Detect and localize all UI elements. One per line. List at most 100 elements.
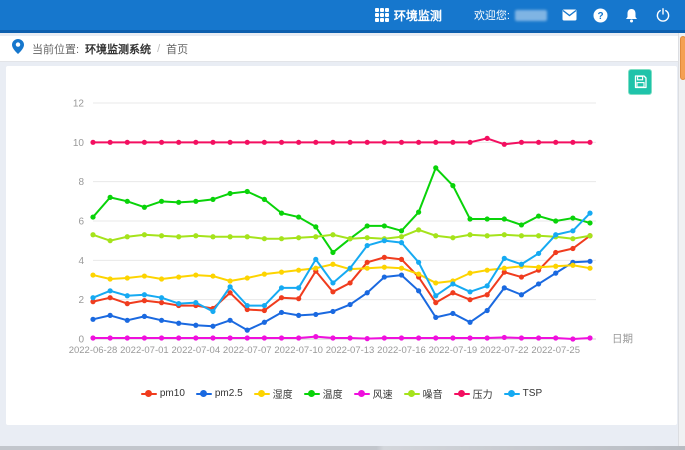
series-pm2.5-point[interactable] [536,281,541,286]
mail-icon[interactable] [561,7,578,24]
series-湿度-point[interactable] [142,273,147,278]
series-风速-point[interactable] [125,335,130,340]
series-风速-point[interactable] [108,335,113,340]
power-icon[interactable] [654,7,671,24]
series-温度-point[interactable] [570,215,575,220]
series-压力-point[interactable] [467,140,472,145]
legend-item-压力[interactable]: 压力 [454,386,493,401]
series-温度-point[interactable] [485,216,490,221]
series-TSP-point[interactable] [450,281,455,286]
series-风速-point[interactable] [347,335,352,340]
series-风速-point[interactable] [536,335,541,340]
series-pm2.5-point[interactable] [245,328,250,333]
series-TSP-point[interactable] [125,293,130,298]
series-风速-point[interactable] [313,334,318,339]
series-湿度-point[interactable] [228,278,233,283]
series-温度-point[interactable] [296,214,301,219]
series-温度-point[interactable] [587,220,592,225]
series-压力-point[interactable] [587,140,592,145]
series-pm2.5-point[interactable] [519,292,524,297]
legend-item-噪音[interactable]: 噪音 [404,386,443,401]
series-TSP-point[interactable] [536,251,541,256]
series-风速-point[interactable] [553,335,558,340]
series-湿度-point[interactable] [176,274,181,279]
series-pm2.5-point[interactable] [159,318,164,323]
series-噪音-point[interactable] [365,235,370,240]
series-TSP-point[interactable] [399,240,404,245]
series-pm10-point[interactable] [330,289,335,294]
series-风速-point[interactable] [142,335,147,340]
series-温度-point[interactable] [330,250,335,255]
series-噪音-point[interactable] [536,233,541,238]
series-压力-point[interactable] [399,140,404,145]
series-风速-point[interactable] [193,335,198,340]
series-压力-point[interactable] [125,140,130,145]
series-TSP-point[interactable] [330,280,335,285]
series-TSP-point[interactable] [296,285,301,290]
legend-item-pm10[interactable]: pm10 [141,388,185,399]
series-pm10-point[interactable] [450,290,455,295]
series-温度-point[interactable] [519,222,524,227]
series-压力-point[interactable] [553,140,558,145]
series-压力-point[interactable] [108,140,113,145]
breadcrumb-app-link[interactable]: 环境监测系统 [85,41,151,57]
legend-item-pm2.5[interactable]: pm2.5 [196,388,243,399]
series-pm2.5-point[interactable] [193,323,198,328]
series-湿度-point[interactable] [125,275,130,280]
series-噪音-point[interactable] [262,236,267,241]
series-噪音-point[interactable] [142,232,147,237]
series-风速-point[interactable] [245,335,250,340]
series-噪音-point[interactable] [399,234,404,239]
series-TSP-point[interactable] [587,211,592,216]
series-湿度-point[interactable] [502,266,507,271]
series-TSP-point[interactable] [176,301,181,306]
series-湿度-point[interactable] [416,272,421,277]
series-pm2.5-point[interactable] [176,321,181,326]
series-压力-point[interactable] [536,140,541,145]
series-压力-point[interactable] [365,140,370,145]
series-TSP-point[interactable] [313,257,318,262]
series-温度-point[interactable] [553,218,558,223]
bell-icon[interactable] [623,7,640,24]
series-风速-point[interactable] [210,335,215,340]
series-pm10-point[interactable] [553,250,558,255]
series-TSP-point[interactable] [142,292,147,297]
series-噪音-point[interactable] [433,233,438,238]
series-风速-point[interactable] [159,335,164,340]
series-噪音-point[interactable] [587,233,592,238]
series-温度-point[interactable] [279,211,284,216]
series-噪音-point[interactable] [502,232,507,237]
series-压力-point[interactable] [90,140,95,145]
series-pm2.5-point[interactable] [279,310,284,315]
series-噪音-point[interactable] [330,232,335,237]
series-TSP-point[interactable] [553,232,558,237]
series-pm10-point[interactable] [347,280,352,285]
series-温度-point[interactable] [90,214,95,219]
series-噪音-point[interactable] [467,232,472,237]
series-风速-point[interactable] [176,335,181,340]
series-湿度-point[interactable] [90,272,95,277]
series-风速-point[interactable] [399,335,404,340]
series-温度-point[interactable] [245,189,250,194]
series-压力-point[interactable] [450,140,455,145]
series-风速-point[interactable] [433,335,438,340]
series-噪音-point[interactable] [296,235,301,240]
series-风速-point[interactable] [296,335,301,340]
series-pm10-point[interactable] [125,301,130,306]
series-TSP-point[interactable] [262,303,267,308]
series-风速-point[interactable] [467,335,472,340]
series-噪音-point[interactable] [570,236,575,241]
series-湿度-point[interactable] [262,272,267,277]
series-pm2.5-point[interactable] [502,285,507,290]
series-噪音-point[interactable] [279,236,284,241]
series-风速-point[interactable] [519,335,524,340]
series-压力-point[interactable] [347,140,352,145]
help-icon[interactable]: ? [592,7,609,24]
series-湿度-point[interactable] [365,266,370,271]
series-温度-point[interactable] [399,228,404,233]
series-温度-point[interactable] [159,199,164,204]
series-TSP-point[interactable] [108,288,113,293]
series-TSP-point[interactable] [159,295,164,300]
series-风速-point[interactable] [228,335,233,340]
series-压力-point[interactable] [519,140,524,145]
